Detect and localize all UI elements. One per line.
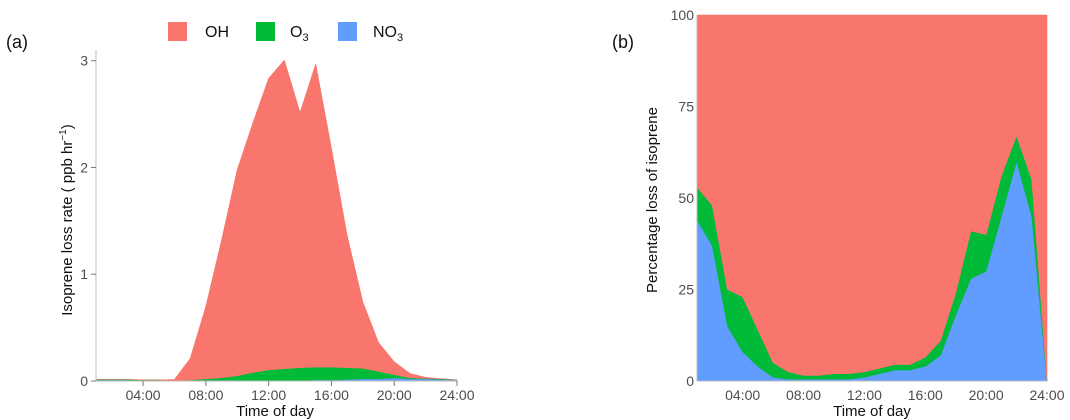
x-tick-label-a: 24:00 bbox=[439, 387, 474, 403]
x-axis-title-a: Time of day bbox=[236, 403, 314, 420]
plot-area-a: 04:00 08:00 12:00 16:00 20:00 24:00 0 1 2 3 bbox=[80, 50, 475, 403]
x-tick-label-b: 16:00 bbox=[908, 387, 943, 403]
y-tick-label-a: 2 bbox=[80, 159, 88, 175]
panel-label-a: (a) bbox=[6, 32, 28, 52]
y-axis-title-a-main: Isoprene loss rate ( ppb hr bbox=[59, 141, 76, 316]
y-axis-title-a-end: ) bbox=[59, 124, 76, 129]
x-tick-label-b: 08:00 bbox=[786, 387, 821, 403]
x-tick-label-b: 04:00 bbox=[725, 387, 760, 403]
x-tick-label-b: 20:00 bbox=[969, 387, 1004, 403]
y-tick-label-b: 75 bbox=[678, 99, 694, 115]
legend-key-o3 bbox=[256, 22, 275, 41]
legend-key-no3 bbox=[338, 22, 357, 41]
x-tick-label-b: 12:00 bbox=[847, 387, 882, 403]
legend-label-no3-sub: 3 bbox=[397, 32, 403, 44]
y-tick-label-a: 3 bbox=[80, 53, 88, 69]
y-tick-label-b: 0 bbox=[686, 373, 694, 389]
legend: OH O3 NO3 bbox=[168, 22, 403, 44]
plot-area-b: 04:00 08:00 12:00 16:00 20:00 24:00 0 25 50 75 100 bbox=[671, 7, 1065, 403]
legend-label-o3: O3 bbox=[290, 24, 309, 44]
x-tick-label-a: 16:00 bbox=[314, 387, 349, 403]
y-tick-label-b: 50 bbox=[678, 190, 694, 206]
y-axis-title-b: Percentage loss of isoprene bbox=[644, 107, 661, 293]
legend-key-oh bbox=[168, 22, 187, 41]
x-tick-label-a: 04:00 bbox=[126, 387, 161, 403]
y-tick-label-a: 0 bbox=[80, 373, 88, 389]
y-axis-title-a: Isoprene loss rate ( ppb hr−1) bbox=[58, 124, 76, 316]
y-tick-label-b: 25 bbox=[678, 282, 694, 298]
x-axis-title-b: Time of day bbox=[833, 403, 911, 420]
legend-label-o3-sub: 3 bbox=[302, 32, 308, 44]
legend-label-o3-main: O bbox=[290, 24, 302, 41]
x-tick-label-a: 20:00 bbox=[377, 387, 412, 403]
y-axis-title-a-sup: −1 bbox=[58, 129, 69, 141]
panel-b: (b) 04:00 08:00 12:00 16:00 20:00 24:00 0 25 50 7… bbox=[612, 7, 1065, 420]
panel-label-b: (b) bbox=[612, 32, 634, 52]
x-tick-label-a: 08:00 bbox=[188, 387, 223, 403]
x-tick-label-a: 12:00 bbox=[251, 387, 286, 403]
y-tick-label-a: 1 bbox=[80, 266, 88, 282]
legend-label-oh: OH bbox=[205, 24, 229, 41]
legend-label-no3-main: NO bbox=[373, 24, 397, 41]
panel-a: (a) 04:00 08:00 12:00 16:00 20:00 24:00 0 1 2 3 T… bbox=[6, 32, 475, 420]
x-tick-label-b: 24:00 bbox=[1029, 387, 1064, 403]
legend-label-no3: NO3 bbox=[373, 24, 403, 44]
y-tick-label-b: 100 bbox=[671, 7, 695, 23]
area-oh-a bbox=[95, 59, 458, 381]
